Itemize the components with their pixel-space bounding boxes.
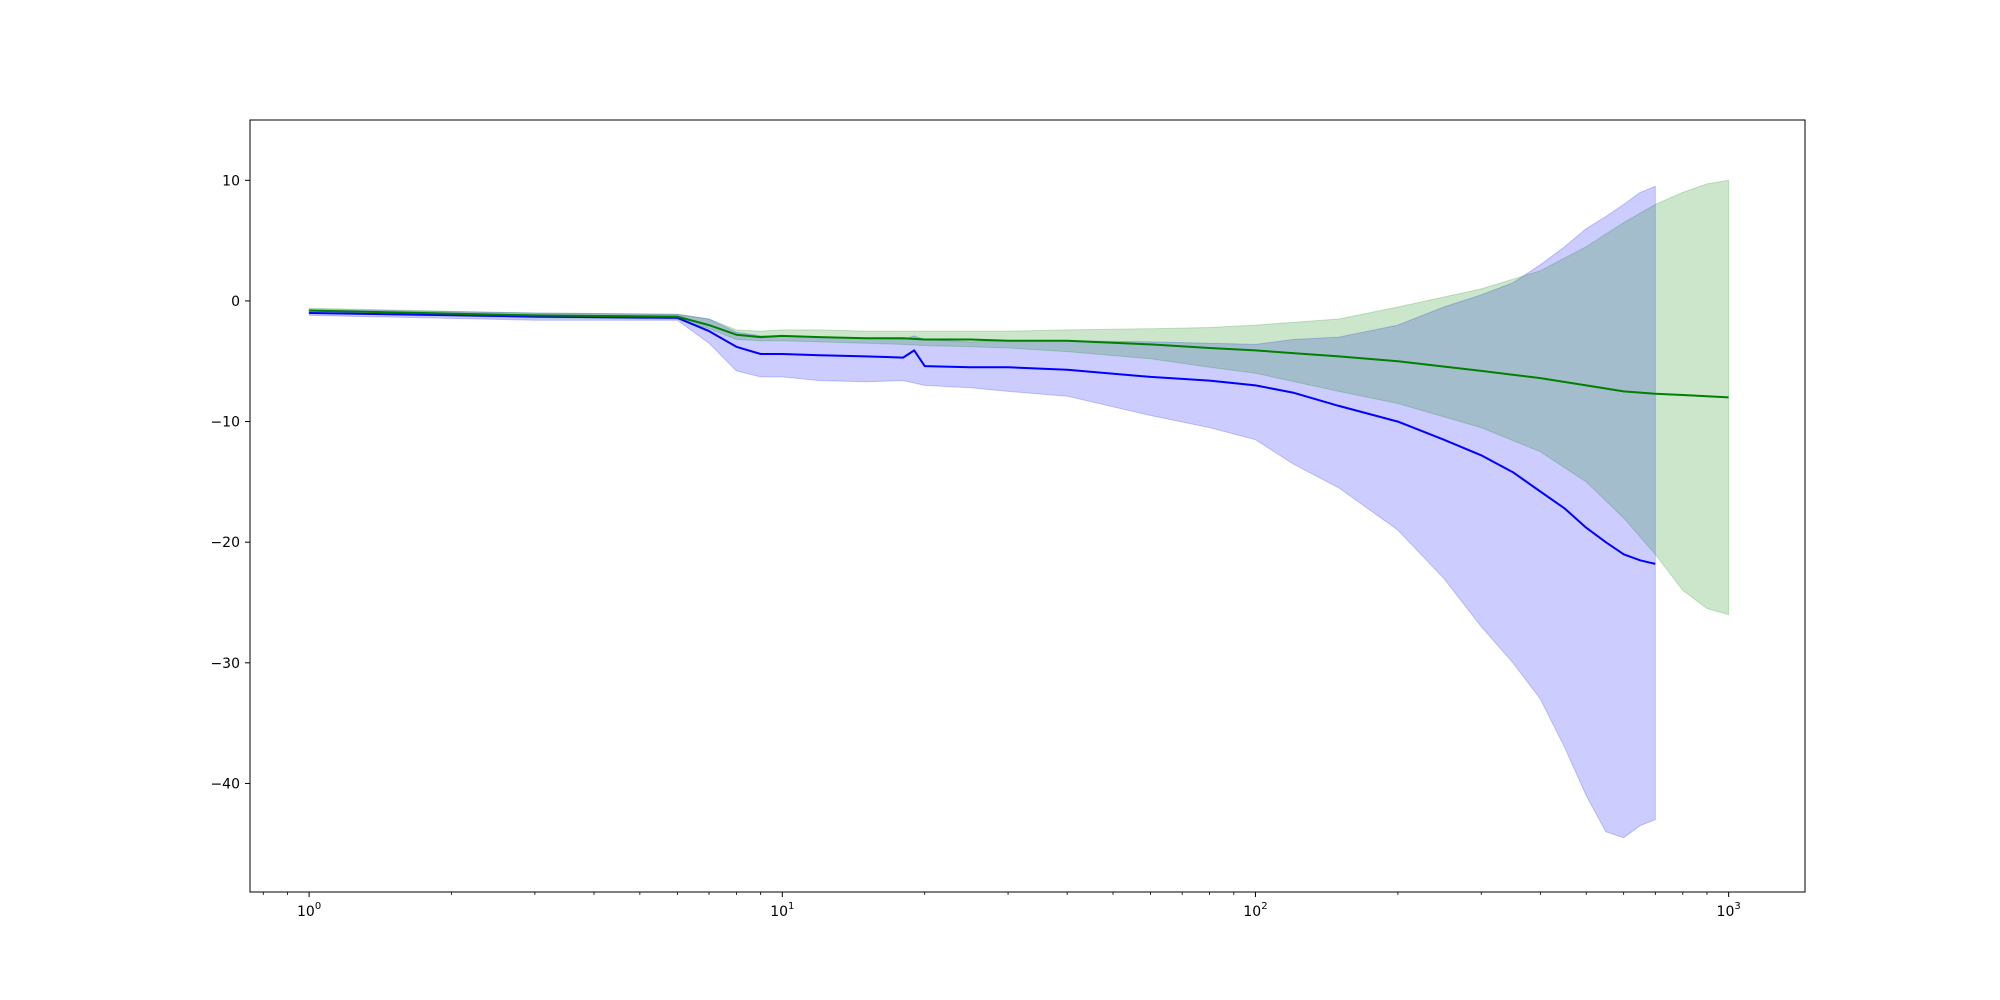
y-tick-label: −40 xyxy=(210,776,240,792)
x-tick-label: 100 xyxy=(297,901,321,920)
series-2-confidence-band xyxy=(308,179,1730,616)
series-1-confidence-band xyxy=(308,185,1656,839)
plot-frame xyxy=(249,119,1806,893)
series-1-line xyxy=(309,312,1656,565)
y-tick-label: 0 xyxy=(231,294,240,310)
x-tick-label: 103 xyxy=(1717,901,1741,920)
y-tick-label: 10 xyxy=(222,173,240,189)
x-tick-label: 102 xyxy=(1243,901,1267,920)
plot-area xyxy=(308,179,1730,839)
y-tick-label: −10 xyxy=(210,415,240,431)
y-tick-label: −20 xyxy=(210,535,240,551)
x-tick-label: 101 xyxy=(770,901,794,920)
series-2-line xyxy=(309,309,1729,399)
y-tick-label: −30 xyxy=(210,656,240,672)
